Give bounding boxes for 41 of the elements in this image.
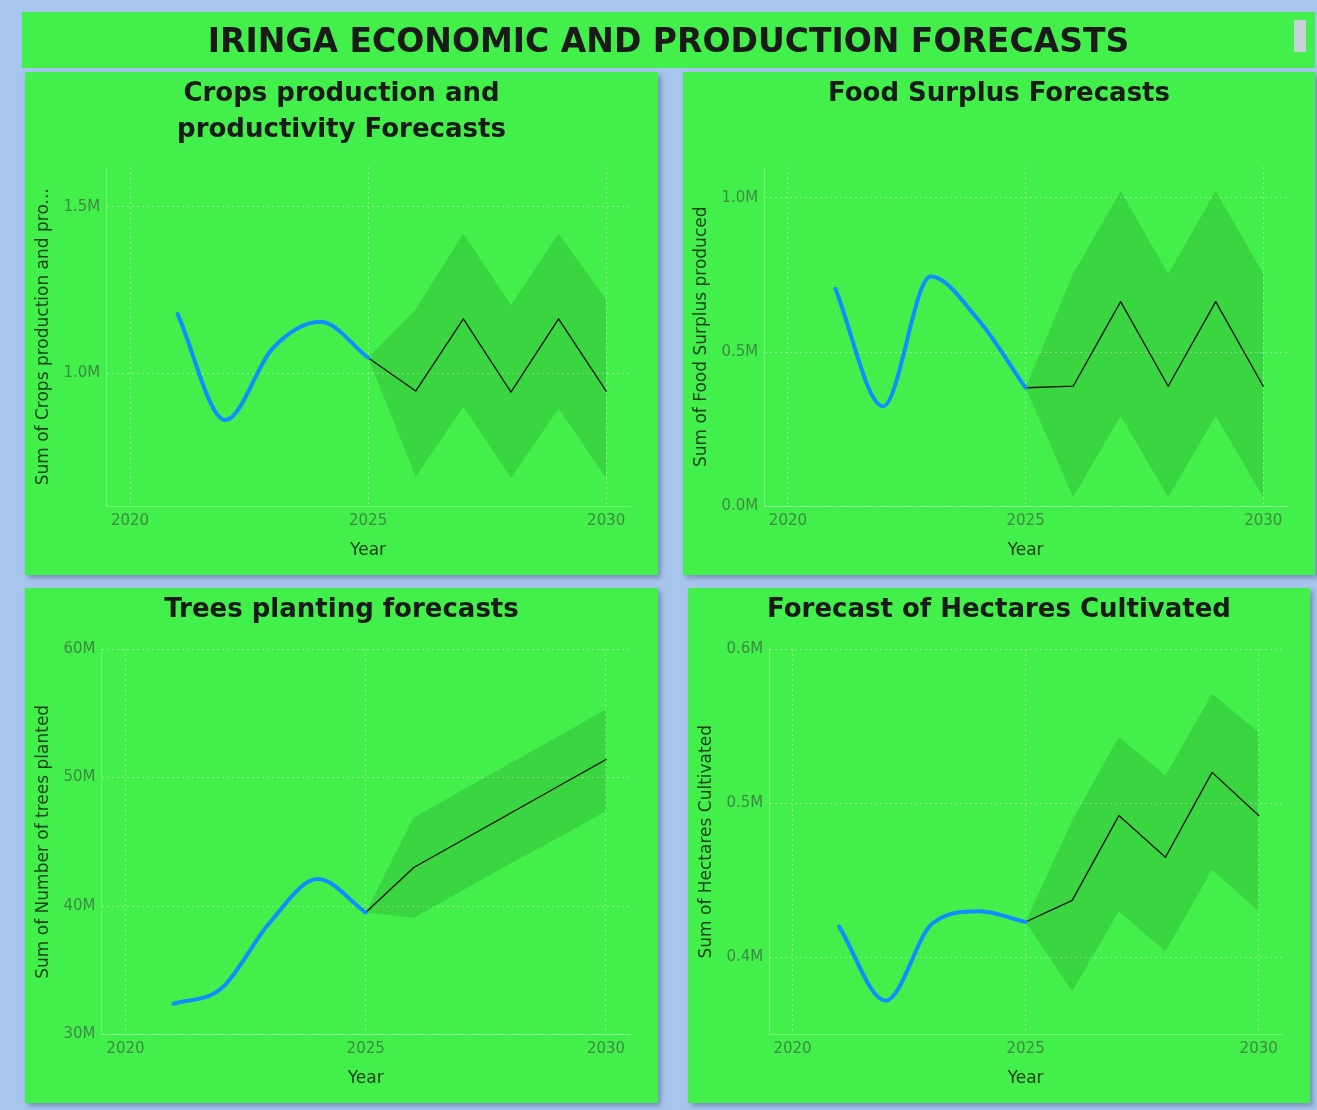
- y-tick-label: 0.0M: [721, 496, 759, 515]
- x-tick-label: 2020: [110, 511, 150, 530]
- x-tick-label: 2030: [1239, 1039, 1278, 1058]
- y-axis-title: Sum of Hectares Cultivated: [694, 725, 715, 959]
- x-axis-title: Year: [349, 539, 387, 560]
- y-tick-label: 1.0M: [63, 363, 101, 382]
- x-tick-label: 2020: [768, 511, 808, 530]
- x-tick-label: 2030: [1244, 511, 1283, 530]
- x-tick-label: 2030: [587, 511, 626, 530]
- chart-title: Trees planting forecasts: [163, 592, 520, 625]
- y-tick-label: 50M: [63, 767, 96, 786]
- x-tick-label: 2020: [773, 1039, 812, 1058]
- x-tick-label: 2030: [586, 1039, 626, 1058]
- y-tick-label: 0.5M: [721, 342, 759, 361]
- x-tick-label: 2025: [346, 1039, 385, 1058]
- y-tick-label: 0.6M: [726, 638, 764, 657]
- chart-title: Food Surplus Forecasts: [826, 76, 1172, 109]
- x-tick-label: 2025: [349, 511, 388, 530]
- x-axis-title: Year: [1006, 1067, 1044, 1088]
- y-tick-label: 0.4M: [726, 947, 764, 966]
- x-axis-title: Year: [346, 1067, 384, 1088]
- x-tick-label: 2020: [106, 1039, 145, 1058]
- line-series: [175, 312, 371, 423]
- y-tick-label: 30M: [63, 1024, 96, 1043]
- y-tick-label: 40M: [63, 895, 96, 914]
- chart-title: Forecast of Hectares Cultivated: [766, 592, 1232, 625]
- y-axis-title: Sum of Number of trees planted: [31, 704, 52, 979]
- line-series: [171, 877, 368, 1006]
- y-tick-label: 1.5M: [63, 196, 101, 215]
- x-axis-title: Year: [1006, 539, 1044, 560]
- line-series: [833, 274, 1028, 409]
- text: IRINGA ECONOMIC AND PRODUCTION FORECASTS: [207, 20, 1130, 60]
- y-axis-title: Sum of Crops production and pro...: [31, 188, 52, 486]
- x-tick-label: 2025: [1006, 1039, 1045, 1058]
- chart-title: Crops production and productivity Forecasts: [176, 76, 507, 145]
- y-tick-label: 1.0M: [721, 187, 759, 206]
- y-tick-label: 60M: [63, 638, 96, 657]
- y-tick-label: 0.5M: [726, 793, 764, 812]
- y-axis-title: Sum of Food Surplus produced: [689, 206, 710, 468]
- line-series: [837, 909, 1028, 1003]
- x-tick-label: 2025: [1006, 511, 1045, 530]
